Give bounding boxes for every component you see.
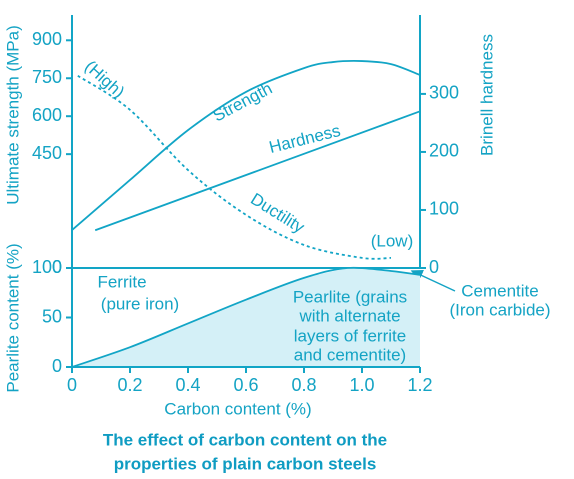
caption: The effect of carbon content on the (103, 430, 387, 449)
line (71, 59, 421, 231)
y-tick-label: 100 (32, 257, 62, 277)
annotation: Strength (210, 79, 276, 126)
y2-tick-label: 0 (429, 257, 439, 277)
y-tick-label: 750 (32, 67, 62, 87)
annotation: Hardness (267, 121, 342, 157)
y2-axis-label: Brinell hardness (477, 34, 496, 156)
annotation: (High) (81, 57, 128, 102)
x-tick-label: 0.8 (291, 375, 316, 395)
y-tick-label: 600 (32, 105, 62, 125)
annotation: (pure iron) (101, 294, 179, 313)
x-tick-label: 0.6 (233, 375, 258, 395)
annotation: (Iron carbide) (449, 300, 550, 319)
annotation: Cementite (461, 281, 538, 300)
x-tick-label: 0.2 (117, 375, 142, 395)
annotation: layers of ferrite (294, 326, 406, 345)
y2-tick-label: 100 (429, 199, 459, 219)
annotation: with alternate (298, 306, 400, 325)
x-tick-label: 1.2 (407, 375, 432, 395)
y-tick-label: 450 (32, 143, 62, 163)
caption: properties of plain carbon steels (114, 454, 377, 473)
y2-tick-label: 300 (429, 83, 459, 103)
x-axis-label: Carbon content (%) (164, 399, 311, 418)
y-tick-label: 900 (32, 29, 62, 49)
annotation: Pearlite (grains (293, 287, 407, 306)
line (94, 110, 421, 232)
annotation: and cementite) (294, 345, 406, 364)
y-axis-label: Pearlite content (%) (3, 243, 22, 392)
y-tick-label: 0 (52, 356, 62, 376)
y-tick-label: 0 (52, 257, 62, 277)
line (77, 74, 392, 260)
x-tick-label: 0.4 (175, 375, 200, 395)
annotation: Ferrite (97, 272, 146, 291)
area (72, 268, 420, 367)
x-tick-label: 1.0 (349, 375, 374, 395)
annotation: Ductility (247, 189, 308, 237)
line (71, 266, 421, 368)
y-tick-label: 50 (42, 306, 62, 326)
y2-tick-label: 200 (429, 141, 459, 161)
x-tick-label: 0 (67, 375, 77, 395)
annotation: (Low) (371, 231, 414, 250)
y-axis-label: Ultimate strength (MPa) (3, 25, 22, 205)
